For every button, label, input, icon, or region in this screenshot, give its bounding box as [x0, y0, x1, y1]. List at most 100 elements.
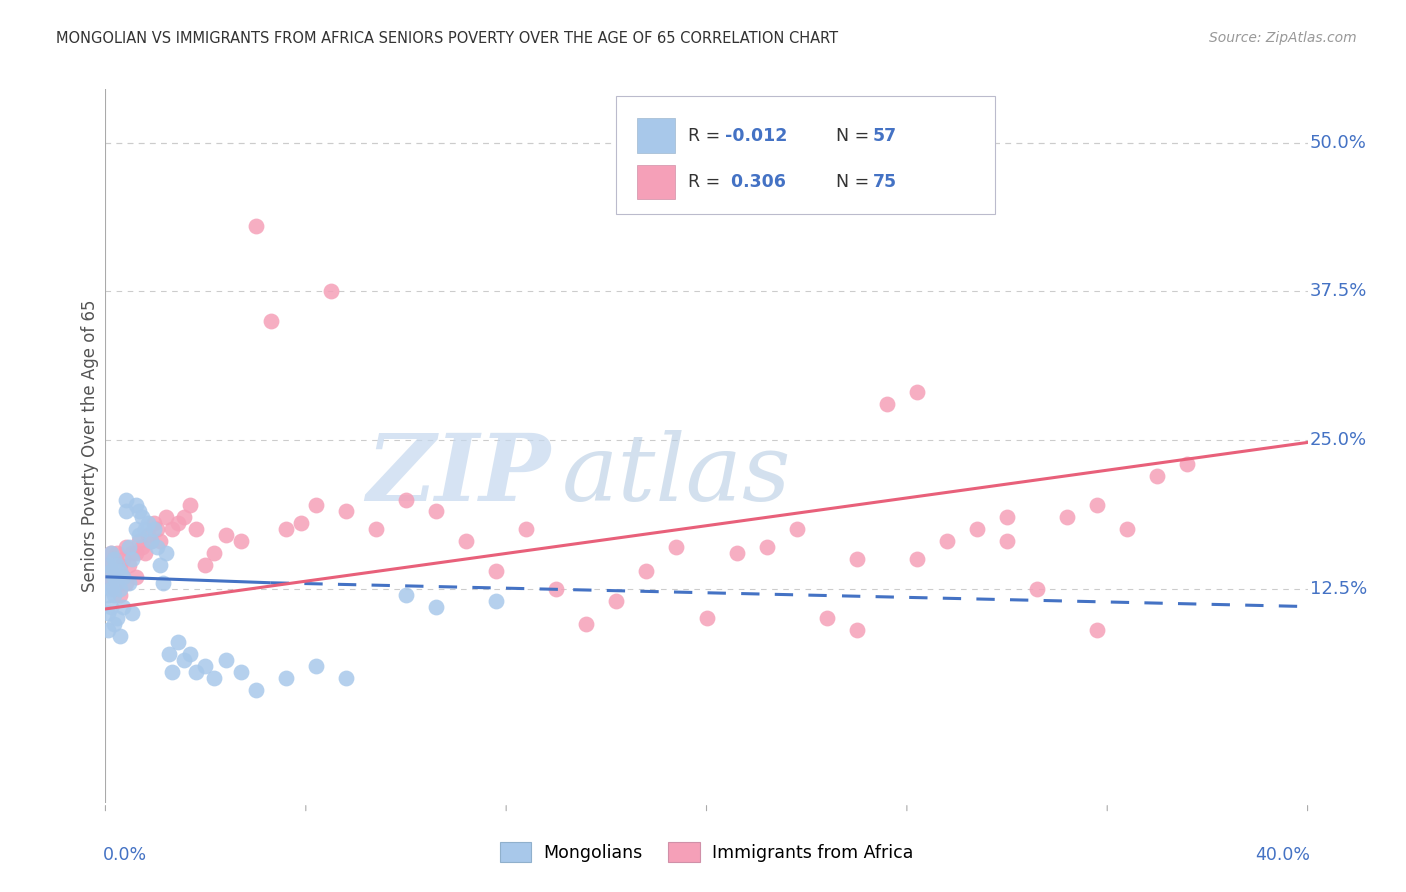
Point: [184, 665, 207, 679]
Point: [173, 510, 195, 524]
Point: [290, 516, 312, 531]
Point: [305, 659, 328, 673]
Text: R =: R =: [689, 127, 727, 145]
Point: [100, 582, 122, 596]
Point: [425, 599, 447, 614]
Point: [179, 499, 201, 513]
Point: [155, 510, 177, 524]
Point: [845, 624, 868, 638]
Point: [124, 522, 146, 536]
Text: 40.0%: 40.0%: [1256, 846, 1310, 863]
Point: [97, 624, 120, 638]
Point: [103, 588, 125, 602]
Point: [202, 671, 225, 685]
Point: [166, 516, 188, 531]
Point: [121, 552, 143, 566]
Point: [118, 575, 141, 590]
Point: [425, 504, 447, 518]
Point: [100, 546, 122, 560]
Point: [1085, 624, 1108, 638]
Point: [725, 546, 748, 560]
Point: [110, 558, 132, 572]
Point: [148, 558, 170, 572]
Point: [905, 385, 928, 400]
Legend: Mongolians, Immigrants from Africa: Mongolians, Immigrants from Africa: [494, 835, 920, 869]
Point: [1085, 499, 1108, 513]
Point: [128, 528, 150, 542]
Text: 0.306: 0.306: [724, 173, 786, 191]
Point: [103, 552, 125, 566]
Point: [115, 492, 138, 507]
Point: [131, 540, 153, 554]
Point: [103, 617, 125, 632]
Point: [121, 546, 143, 560]
Point: [107, 575, 129, 590]
Point: [97, 575, 120, 590]
Point: [107, 611, 129, 625]
Point: [274, 671, 297, 685]
Point: [134, 546, 156, 560]
Point: [112, 599, 135, 614]
Point: [124, 546, 146, 560]
Point: [319, 285, 342, 299]
Point: [335, 504, 357, 518]
Point: [335, 671, 357, 685]
Text: 12.5%: 12.5%: [1310, 580, 1367, 598]
Point: [786, 522, 808, 536]
Point: [194, 558, 217, 572]
Text: 37.5%: 37.5%: [1310, 283, 1368, 301]
Point: [148, 534, 170, 549]
Point: [665, 540, 688, 554]
Point: [112, 570, 135, 584]
Point: [395, 588, 418, 602]
Point: [100, 570, 122, 584]
Point: [97, 575, 120, 590]
Point: [194, 659, 217, 673]
Point: [124, 499, 146, 513]
Point: [214, 653, 236, 667]
Point: [229, 665, 252, 679]
Point: [115, 540, 138, 554]
Point: [160, 665, 183, 679]
Point: [142, 516, 165, 531]
Point: [124, 570, 146, 584]
Point: [142, 522, 165, 536]
Point: [160, 522, 183, 536]
Point: [131, 510, 153, 524]
Point: [121, 606, 143, 620]
Point: [202, 546, 225, 560]
Point: [605, 593, 627, 607]
Text: -0.012: -0.012: [724, 127, 787, 145]
Point: [145, 522, 167, 536]
Point: [305, 499, 328, 513]
Point: [157, 647, 180, 661]
Point: [139, 534, 162, 549]
Point: [905, 552, 928, 566]
Point: [575, 617, 598, 632]
Point: [214, 528, 236, 542]
Point: [166, 635, 188, 649]
Point: [112, 552, 135, 566]
Point: [115, 504, 138, 518]
Point: [515, 522, 537, 536]
Point: [100, 599, 122, 614]
Point: [107, 558, 129, 572]
Text: MONGOLIAN VS IMMIGRANTS FROM AFRICA SENIORS POVERTY OVER THE AGE OF 65 CORRELATI: MONGOLIAN VS IMMIGRANTS FROM AFRICA SENI…: [56, 31, 838, 46]
Point: [245, 219, 267, 233]
Bar: [637, 119, 675, 153]
Point: [815, 611, 838, 625]
Y-axis label: Seniors Poverty Over the Age of 65: Seniors Poverty Over the Age of 65: [80, 300, 98, 592]
Point: [118, 558, 141, 572]
Point: [152, 575, 174, 590]
Point: [134, 522, 156, 536]
Point: [1026, 582, 1049, 596]
Point: [128, 504, 150, 518]
Text: ZIP: ZIP: [366, 430, 550, 519]
Point: [110, 629, 132, 643]
Point: [395, 492, 418, 507]
Point: [115, 575, 138, 590]
Point: [636, 564, 658, 578]
Point: [485, 593, 508, 607]
Point: [107, 575, 129, 590]
Point: [1146, 468, 1168, 483]
